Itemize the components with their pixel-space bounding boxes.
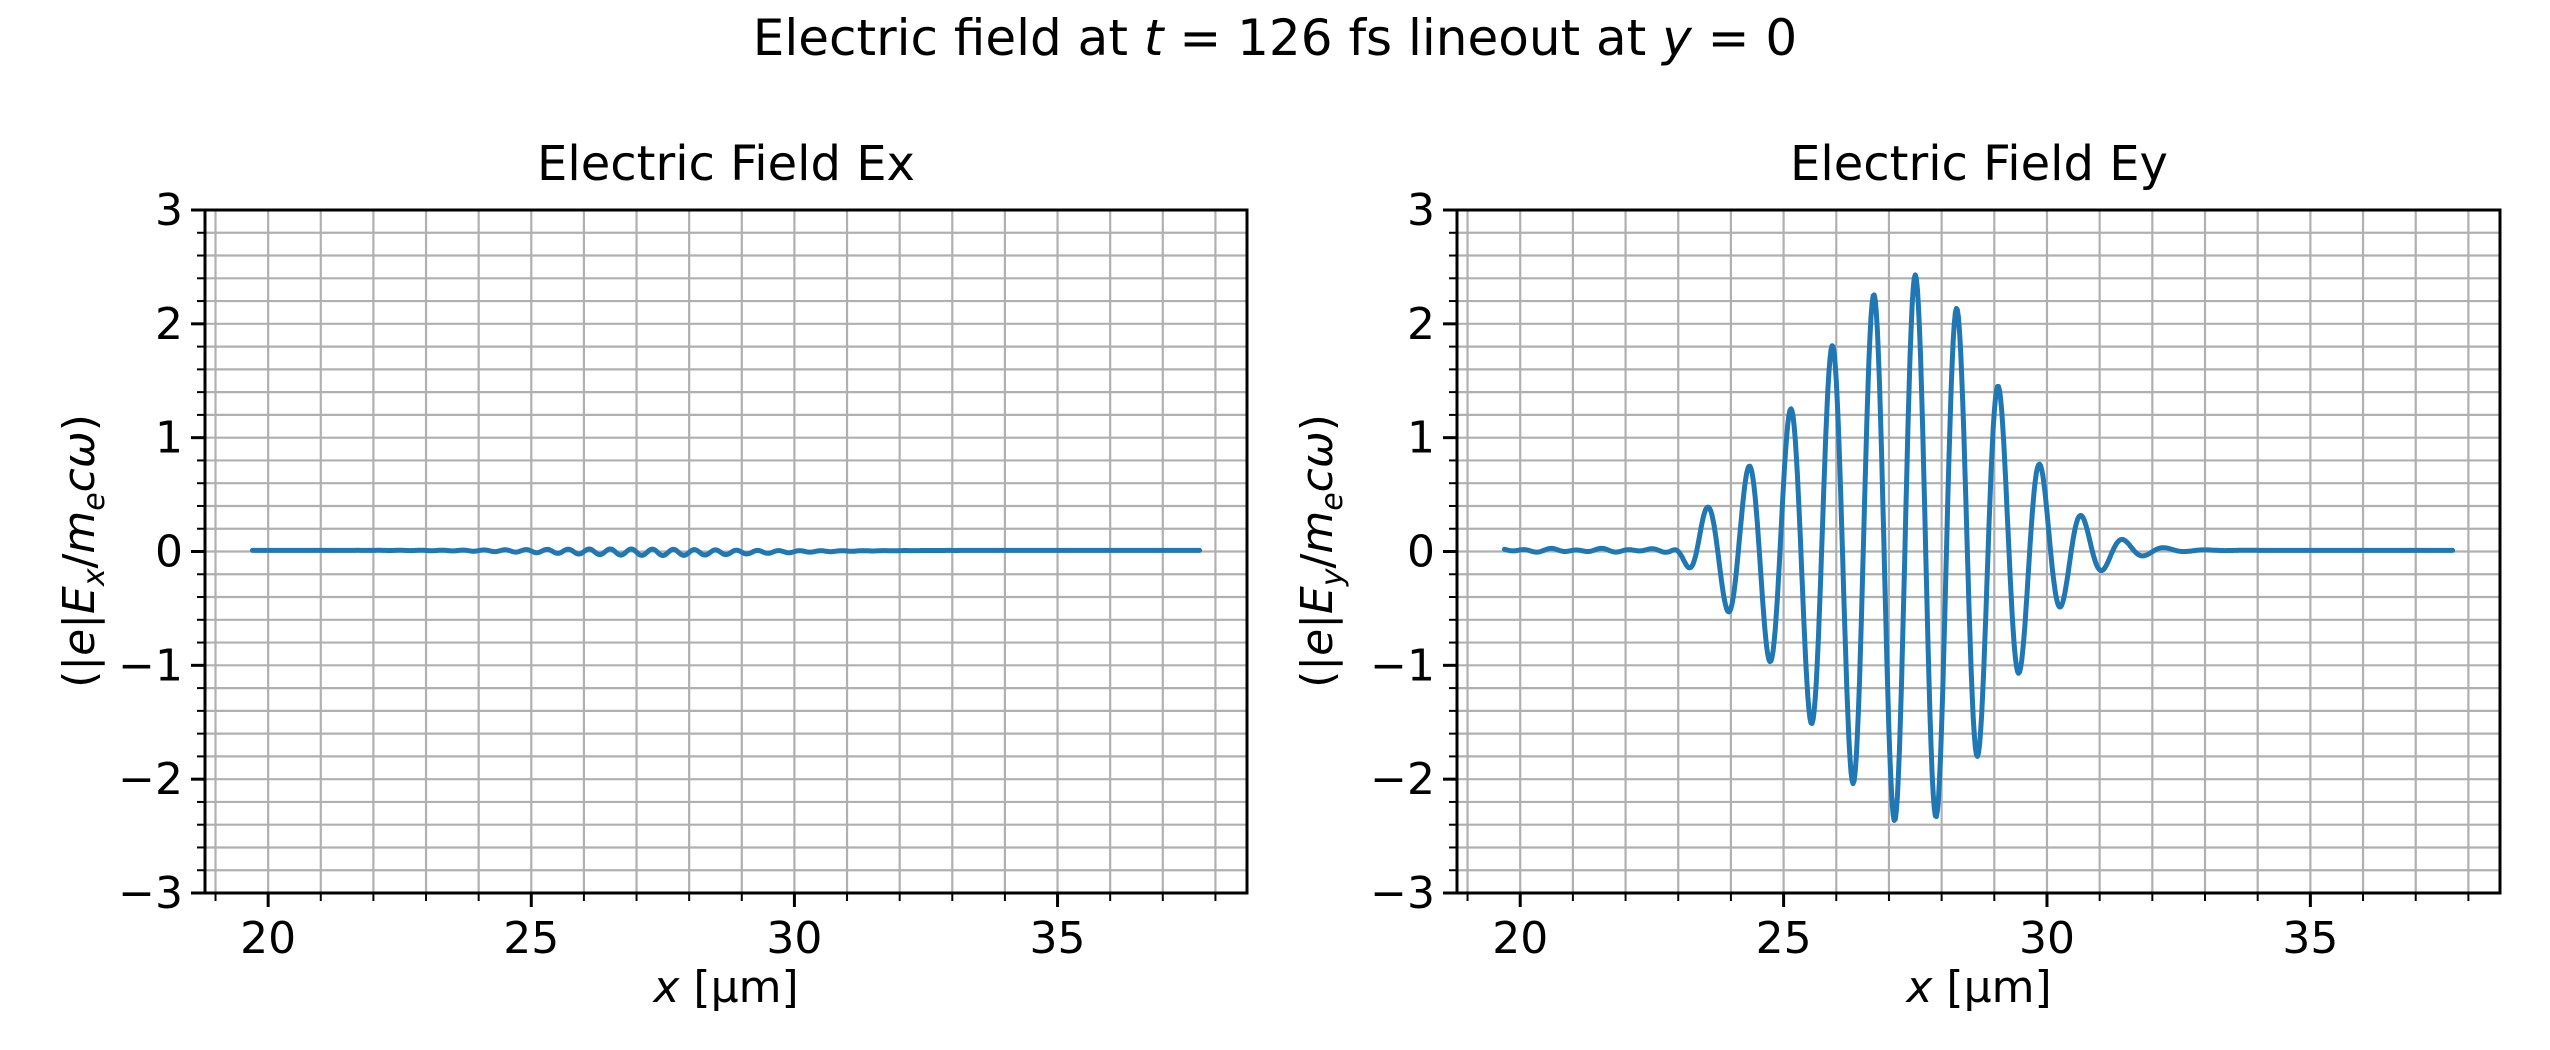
y-label-part: (| [54, 655, 106, 688]
suptitle-part: Electric field at [752, 9, 1144, 67]
x-axis-label-variable: x [1906, 962, 1933, 1013]
y-tick-label: 2 [1407, 299, 1435, 350]
y-tick-label: −2 [1370, 754, 1435, 805]
data-line-ey [1501, 272, 2456, 823]
y-tick-label: −1 [118, 640, 183, 691]
x-axis-label-ex: x [μm] [653, 966, 798, 1010]
x-tick-label: 35 [2282, 913, 2338, 964]
y-label-E: E [1292, 586, 1344, 614]
x-axis-label-unit: [μm] [679, 962, 799, 1013]
y-label-m-subscript: e [1314, 492, 1350, 511]
y-label-omega: ω [54, 431, 106, 469]
x-tick-label: 25 [1756, 913, 1812, 964]
subplot-title-ex: Electric Field Ex [537, 136, 915, 192]
y-label-part: / [54, 553, 106, 569]
x-tick-label: 30 [2019, 913, 2075, 964]
suptitle-y-variable: y [1662, 9, 1692, 67]
y-tick-label: 0 [155, 527, 183, 578]
subplot-ey: 20 25 30 35 −3 −2 −1 0 1 2 3 [1370, 185, 2502, 964]
y-label-c: c [54, 468, 106, 493]
y-tick-label: 2 [155, 299, 183, 350]
y-tick-label: −3 [1370, 868, 1435, 919]
y-label-E-subscript: x [76, 568, 112, 587]
y-label-part: / [1292, 553, 1344, 569]
y-tick-label: 1 [1407, 413, 1435, 464]
data-line-ex [249, 546, 1203, 558]
y-label-part: (| [1292, 655, 1344, 688]
y-label-E-subscript: y [1314, 568, 1350, 587]
x-tick-label: 30 [766, 913, 822, 964]
y-tick-label: −2 [118, 754, 183, 805]
y-label-m-subscript: e [76, 492, 112, 511]
axes-frame [203, 208, 1249, 895]
y-label-E: E [54, 586, 106, 614]
x-tick-label: 35 [1030, 913, 1086, 964]
figure-suptitle: Electric field at t = 126 fs lineout at … [0, 8, 2550, 68]
suptitle-part: = 126 fs lineout at [1163, 9, 1663, 67]
axes-frame [1455, 208, 2502, 895]
y-label-part: e [54, 628, 106, 656]
subplot-title-ey: Electric Field Ey [1790, 136, 2168, 192]
y-label-c: c [1292, 468, 1344, 493]
suptitle-part: = 0 [1691, 9, 1798, 67]
y-label-part: | [1292, 613, 1344, 629]
y-label-omega: ω [1292, 431, 1344, 469]
y-label-m: m [54, 510, 106, 554]
y-tick-label: 3 [1407, 185, 1435, 236]
y-tick-label: 3 [155, 185, 183, 236]
y-tick-label: −3 [118, 868, 183, 919]
y-label-part: | [54, 613, 106, 629]
y-tick-label: −1 [1370, 640, 1435, 691]
y-tick-label: 1 [155, 413, 183, 464]
subplot-ex: 20 25 30 35 −3 −2 −1 0 1 2 3 [118, 185, 1249, 964]
y-label-part: ) [54, 414, 106, 432]
y-label-m: m [1292, 510, 1344, 554]
y-axis-label-ey: (|e|Ey/mecω) [1292, 414, 1350, 688]
y-tick-label: 0 [1407, 527, 1435, 578]
x-tick-label: 20 [1492, 913, 1548, 964]
y-axis-label-ex: (|e|Ex/mecω) [54, 414, 112, 688]
x-axis-label-unit: [μm] [1932, 962, 2052, 1013]
x-axis-label-ey: x [μm] [1906, 966, 2051, 1010]
x-tick-label: 25 [503, 913, 559, 964]
y-label-part: ) [1292, 414, 1344, 432]
x-tick-label: 20 [240, 913, 296, 964]
y-label-part: e [1292, 628, 1344, 656]
x-axis-label-variable: x [653, 962, 680, 1013]
suptitle-t-variable: t [1143, 9, 1164, 67]
